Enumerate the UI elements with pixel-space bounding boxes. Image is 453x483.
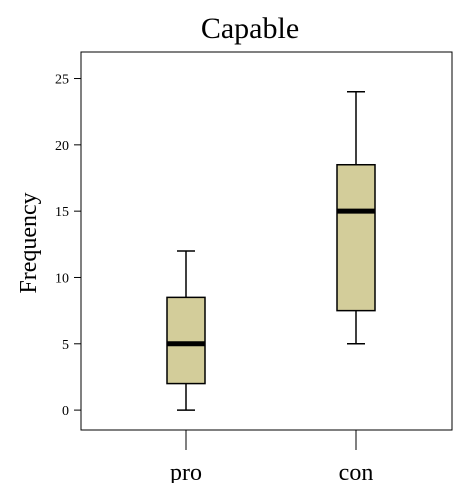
y-tick-label: 25 — [55, 73, 69, 88]
iqr-box — [166, 296, 206, 385]
y-tick-label: 0 — [62, 404, 69, 419]
y-tick-label: 15 — [55, 205, 69, 220]
box-series — [166, 91, 376, 411]
x-axis: pro con — [170, 430, 373, 483]
plot-frame — [80, 51, 453, 431]
iqr-box — [336, 163, 376, 312]
y-axis: 0 5 10 15 20 25 — [55, 73, 81, 419]
y-tick-label: 5 — [62, 338, 69, 353]
chart-title: Capable — [201, 12, 299, 45]
x-tick-label: con — [339, 460, 374, 483]
y-tick-label: 20 — [55, 139, 69, 154]
y-tick-label: 10 — [55, 271, 69, 286]
x-tick-label: pro — [170, 460, 202, 483]
y-axis-label: Frequency — [16, 192, 42, 293]
